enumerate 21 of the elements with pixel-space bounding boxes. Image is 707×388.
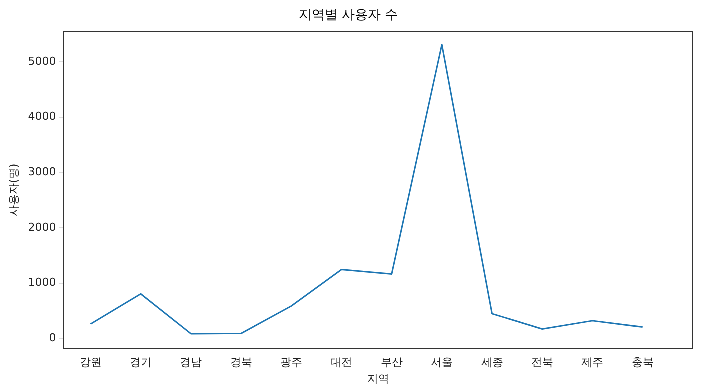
x-axis-title: 지역 [368,372,390,386]
chart-title: 지역별 사용자 수 [298,8,398,24]
y-tick-label: 3000 [28,166,56,179]
x-tick-label: 경남 [180,356,202,370]
y-tick-label: 2000 [28,220,56,234]
y-tick-label: 5000 [28,54,56,68]
x-tick-label: 광주 [280,356,303,370]
y-tick-label: 4000 [28,110,56,124]
x-tick-label: 서울 [431,356,454,370]
y-tick-label: 1000 [28,276,56,290]
x-tick-label: 부산 [380,356,403,370]
x-tick-label: 제주 [582,356,604,370]
x-tick-label: 세종 [481,356,504,370]
y-tick-label: 0 [49,332,56,344]
x-tick-label: 경북 [230,356,252,370]
x-tick-label: 경기 [130,356,152,370]
x-tick-label: 충북 [632,356,654,370]
x-tick-label: 강원 [80,356,102,370]
x-tick-label: 대전 [330,356,353,370]
x-tick-label: 전북 [531,356,554,370]
y-axis-title: 사용자(명) [7,164,20,216]
